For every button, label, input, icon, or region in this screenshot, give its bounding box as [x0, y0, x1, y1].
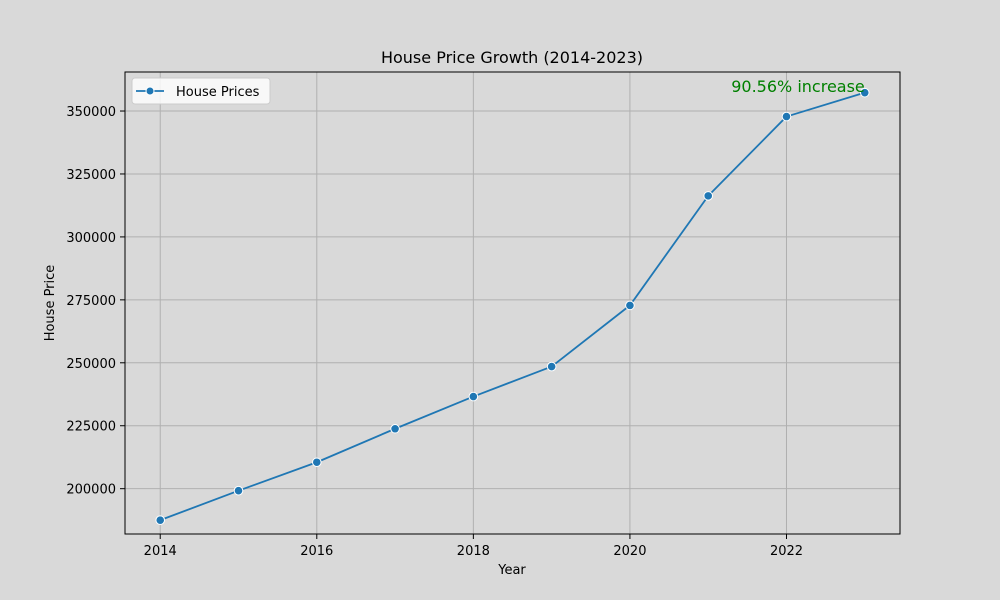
y-tick-label: 250000 [66, 357, 116, 372]
legend: House Prices [131, 77, 271, 105]
legend-label-house-prices: House Prices [176, 85, 260, 100]
data-point-2016 [311, 457, 322, 468]
x-tick-label: 2018 [457, 544, 490, 559]
data-point-2023 [859, 87, 870, 98]
data-point-2020 [625, 300, 635, 311]
data-point-2019 [546, 361, 557, 372]
data-point-2022 [781, 111, 792, 122]
data-point-2015 [233, 485, 244, 496]
legend-box [131, 77, 271, 105]
legend-marker-sample [145, 86, 155, 96]
increase-annotation: 90.56% increase [731, 77, 865, 96]
y-tick-label: 225000 [66, 420, 116, 435]
x-tick-label: 2014 [144, 544, 177, 559]
data-point-2017 [390, 423, 400, 434]
y-tick-label: 200000 [66, 483, 116, 498]
y-tick-label: 300000 [66, 231, 116, 246]
chart-title: House Price Growth (2014-2023) [381, 48, 643, 67]
y-tick-label: 325000 [66, 168, 116, 183]
axis-layer: 2014 2016 2018 2020 2022 200000 225000 250000 27… [66, 105, 803, 559]
x-tick-label: 2022 [770, 544, 803, 559]
data-point-2014 [155, 515, 166, 525]
plot-area-background [125, 72, 900, 534]
data-point-2021 [703, 191, 714, 201]
plot-area-frame [124, 71, 901, 535]
y-axis-label: House Price [43, 265, 58, 342]
x-tick-label: 2016 [300, 544, 333, 559]
series-layer [155, 87, 870, 525]
grid-layer [125, 72, 900, 534]
series-line-house-prices [159, 91, 866, 521]
data-point-2018 [468, 391, 479, 402]
y-tick-label: 350000 [66, 105, 116, 120]
x-axis-label: Year [497, 563, 526, 578]
x-tick-label: 2020 [613, 544, 646, 559]
y-tick-label: 275000 [66, 294, 116, 309]
